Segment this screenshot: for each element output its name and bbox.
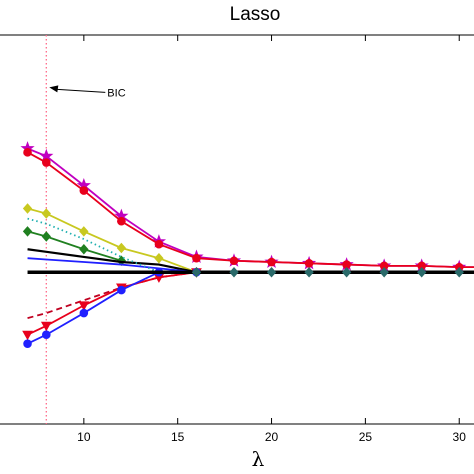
data-point: [267, 257, 276, 267]
data-point: [117, 285, 126, 295]
series-2: [22, 203, 202, 278]
data-point: [42, 158, 51, 167]
series-line: [27, 207, 197, 274]
series-4: [27, 248, 197, 274]
data-point: [117, 216, 126, 226]
data-point: [41, 231, 51, 242]
series-9: [23, 267, 201, 348]
series-line: [27, 271, 197, 345]
data-point: [116, 242, 127, 254]
data-point: [23, 148, 32, 157]
data-point: [42, 330, 51, 340]
data-point: [304, 266, 314, 278]
x-tick-label: 20: [265, 430, 279, 444]
annotation-arrow-head: [49, 85, 59, 93]
series-11: [191, 266, 464, 278]
x-tick-label: 15: [171, 430, 185, 444]
data-point: [79, 226, 89, 237]
chart-title: Lasso: [230, 4, 281, 25]
data-point: [454, 266, 464, 278]
data-point: [191, 266, 202, 278]
series-line: [27, 217, 160, 274]
plot-frame: [0, 34, 474, 425]
x-axis-ticks: 10 15 20 25 30: [77, 35, 466, 444]
data-point: [23, 339, 32, 348]
series-line: [27, 230, 122, 262]
data-point: [79, 308, 89, 318]
data-point: [266, 266, 277, 278]
data-point: [341, 266, 352, 278]
annotation-label: BIC: [107, 87, 125, 99]
data-point: [78, 301, 90, 311]
data-point: [417, 266, 427, 278]
data-point: [304, 258, 314, 268]
data-point: [22, 226, 33, 237]
annotation-layer: BIC: [49, 85, 126, 99]
data-point: [79, 186, 89, 195]
x-tick-label: 10: [77, 430, 91, 444]
series-8: [22, 268, 202, 341]
series-line: [27, 257, 197, 274]
annotation-arrow-shaft: [57, 88, 106, 93]
data-point: [154, 239, 164, 249]
data-point: [41, 208, 51, 219]
data-point: [40, 321, 52, 332]
series-line: [27, 151, 474, 269]
series-6: [27, 217, 160, 274]
series-5: [27, 257, 197, 274]
x-axis-label: λ: [252, 447, 265, 471]
x-tick-label: 25: [359, 430, 373, 444]
series-line: [27, 248, 197, 274]
data-point: [229, 266, 239, 278]
data-point: [22, 203, 33, 214]
series-line: [27, 147, 474, 269]
data-point: [154, 252, 164, 264]
data-point: [229, 256, 239, 266]
series-layer: [20, 141, 474, 348]
series-0: [20, 141, 474, 274]
series-3: [22, 226, 127, 267]
series-1: [23, 148, 474, 272]
data-point: [79, 244, 89, 255]
series-line: [27, 271, 197, 336]
x-tick-label: 30: [453, 430, 467, 444]
data-point: [192, 253, 201, 263]
data-point: [22, 330, 33, 341]
data-point: [379, 266, 389, 278]
